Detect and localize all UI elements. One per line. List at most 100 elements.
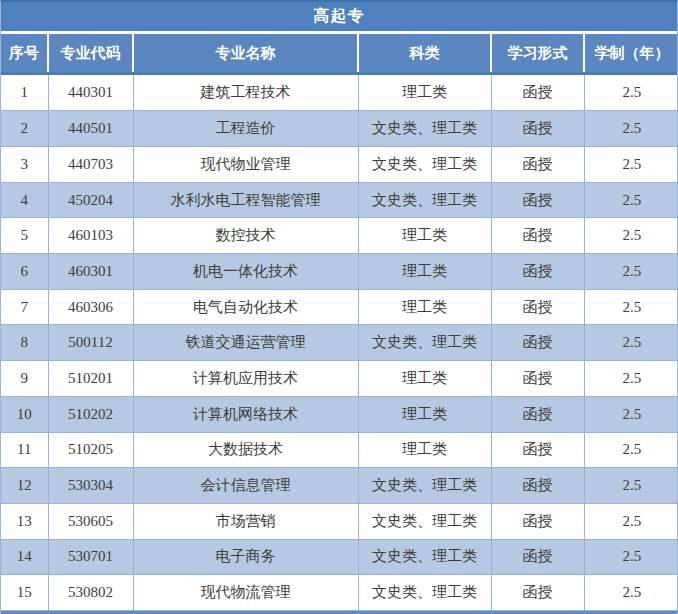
table-row: 5 460103 数控技术 理工类 函授 2.5 xyxy=(1,218,678,254)
col-header-major-name: 专业名称 xyxy=(133,34,358,74)
cell-duration: 2.5 xyxy=(584,147,678,183)
cell-major-code: 460306 xyxy=(48,289,133,325)
cell-duration: 2.5 xyxy=(584,325,678,361)
cell-duration: 2.5 xyxy=(584,289,678,325)
cell-study-form: 函授 xyxy=(491,289,584,325)
cell-major-code: 530304 xyxy=(48,468,133,504)
cell-subject-category: 文史类、理工类 xyxy=(358,539,491,575)
cell-duration: 2.5 xyxy=(584,218,678,254)
cell-major-name: 建筑工程技术 xyxy=(133,74,358,111)
cell-major-code: 440703 xyxy=(48,147,133,183)
cell-index: 5 xyxy=(1,218,48,254)
cell-subject-category: 文史类、理工类 xyxy=(358,468,491,504)
col-header-study-form: 学习形式 xyxy=(491,34,584,74)
table-header: 序号 专业代码 专业名称 科类 学习形式 学制（年） xyxy=(1,34,678,74)
cell-duration: 2.5 xyxy=(584,503,678,539)
cell-study-form: 函授 xyxy=(491,503,584,539)
cell-major-name: 大数据技术 xyxy=(133,432,358,468)
cell-subject-category: 文史类、理工类 xyxy=(358,147,491,183)
cell-index: 10 xyxy=(1,396,48,432)
cell-subject-category: 文史类、理工类 xyxy=(358,325,491,361)
table-row: 14 530701 电子商务 文史类、理工类 函授 2.5 xyxy=(1,539,678,575)
cell-major-name: 现代物流管理 xyxy=(133,575,358,611)
cell-index: 1 xyxy=(1,74,48,111)
cell-index: 9 xyxy=(1,361,48,397)
cell-major-name: 现代物业管理 xyxy=(133,147,358,183)
cell-major-name: 电气自动化技术 xyxy=(133,289,358,325)
cell-major-code: 510202 xyxy=(48,396,133,432)
cell-study-form: 函授 xyxy=(491,254,584,290)
table-row: 1 440301 建筑工程技术 理工类 函授 2.5 xyxy=(1,74,678,111)
cell-major-name: 电子商务 xyxy=(133,539,358,575)
cell-duration: 2.5 xyxy=(584,182,678,218)
cell-subject-category: 理工类 xyxy=(358,396,491,432)
cell-study-form: 函授 xyxy=(491,74,584,111)
cell-major-name: 机电一体化技术 xyxy=(133,254,358,290)
cell-subject-category: 理工类 xyxy=(358,218,491,254)
cell-index: 8 xyxy=(1,325,48,361)
majors-table: 序号 专业代码 专业名称 科类 学习形式 学制（年） 1 440301 建筑工程… xyxy=(1,34,678,611)
cell-major-name: 计算机应用技术 xyxy=(133,361,358,397)
cell-major-code: 450204 xyxy=(48,182,133,218)
cell-major-code: 500112 xyxy=(48,325,133,361)
cell-subject-category: 文史类、理工类 xyxy=(358,182,491,218)
cell-index: 3 xyxy=(1,147,48,183)
cell-major-name: 水利水电工程智能管理 xyxy=(133,182,358,218)
cell-subject-category: 理工类 xyxy=(358,432,491,468)
cell-subject-category: 文史类、理工类 xyxy=(358,111,491,147)
cell-major-code: 510201 xyxy=(48,361,133,397)
cell-subject-category: 理工类 xyxy=(358,361,491,397)
cell-major-name: 计算机网络技术 xyxy=(133,396,358,432)
cell-duration: 2.5 xyxy=(584,254,678,290)
cell-index: 6 xyxy=(1,254,48,290)
cell-major-code: 530701 xyxy=(48,539,133,575)
table-title: 高起专 xyxy=(1,2,677,31)
cell-major-code: 440501 xyxy=(48,111,133,147)
cell-subject-category: 理工类 xyxy=(358,289,491,325)
table-row: 12 530304 会计信息管理 文史类、理工类 函授 2.5 xyxy=(1,468,678,504)
table-row: 9 510201 计算机应用技术 理工类 函授 2.5 xyxy=(1,361,678,397)
cell-duration: 2.5 xyxy=(584,575,678,611)
cell-study-form: 函授 xyxy=(491,396,584,432)
table-row: 3 440703 现代物业管理 文史类、理工类 函授 2.5 xyxy=(1,147,678,183)
cell-major-name: 会计信息管理 xyxy=(133,468,358,504)
cell-duration: 2.5 xyxy=(584,111,678,147)
cell-index: 4 xyxy=(1,182,48,218)
cell-index: 7 xyxy=(1,289,48,325)
cell-study-form: 函授 xyxy=(491,361,584,397)
cell-duration: 2.5 xyxy=(584,361,678,397)
cell-major-code: 530605 xyxy=(48,503,133,539)
cell-study-form: 函授 xyxy=(491,182,584,218)
table-body: 1 440301 建筑工程技术 理工类 函授 2.5 2 440501 工程造价… xyxy=(1,74,678,611)
table-row: 6 460301 机电一体化技术 理工类 函授 2.5 xyxy=(1,254,678,290)
col-header-index: 序号 xyxy=(1,34,48,74)
cell-study-form: 函授 xyxy=(491,218,584,254)
cell-major-code: 460301 xyxy=(48,254,133,290)
header-row: 序号 专业代码 专业名称 科类 学习形式 学制（年） xyxy=(1,34,678,74)
cell-study-form: 函授 xyxy=(491,575,584,611)
cell-major-name: 工程造价 xyxy=(133,111,358,147)
cell-duration: 2.5 xyxy=(584,468,678,504)
cell-duration: 2.5 xyxy=(584,539,678,575)
cell-major-code: 530802 xyxy=(48,575,133,611)
cell-study-form: 函授 xyxy=(491,468,584,504)
cell-index: 13 xyxy=(1,503,48,539)
cell-major-code: 460103 xyxy=(48,218,133,254)
col-header-duration-years: 学制（年） xyxy=(584,34,678,74)
cell-study-form: 函授 xyxy=(491,432,584,468)
cell-subject-category: 文史类、理工类 xyxy=(358,575,491,611)
col-header-subject-category: 科类 xyxy=(358,34,491,74)
cell-major-name: 数控技术 xyxy=(133,218,358,254)
cell-index: 12 xyxy=(1,468,48,504)
cell-study-form: 函授 xyxy=(491,539,584,575)
cell-subject-category: 理工类 xyxy=(358,74,491,111)
cell-index: 11 xyxy=(1,432,48,468)
col-header-major-code: 专业代码 xyxy=(48,34,133,74)
cell-index: 14 xyxy=(1,539,48,575)
admissions-table-page: 高起专 序号 专业代码 专业名称 科类 学习形式 学制（年） 1 440301 … xyxy=(0,0,678,614)
table-row: 8 500112 铁道交通运营管理 文史类、理工类 函授 2.5 xyxy=(1,325,678,361)
cell-duration: 2.5 xyxy=(584,74,678,111)
cell-subject-category: 文史类、理工类 xyxy=(358,503,491,539)
table-row: 13 530605 市场营销 文史类、理工类 函授 2.5 xyxy=(1,503,678,539)
table-row: 10 510202 计算机网络技术 理工类 函授 2.5 xyxy=(1,396,678,432)
